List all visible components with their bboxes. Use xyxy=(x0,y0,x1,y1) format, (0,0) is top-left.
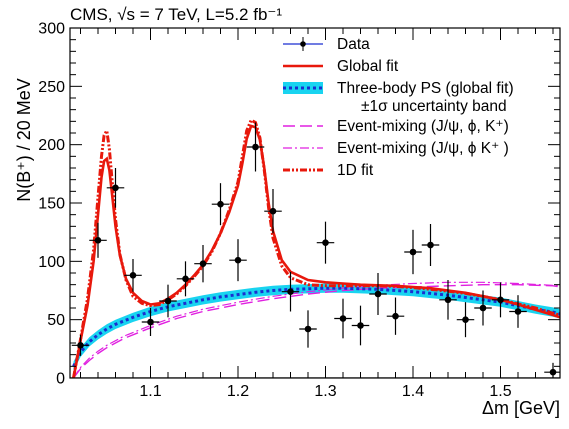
data-point xyxy=(106,168,125,208)
global-fit-curve xyxy=(72,124,560,378)
ps-uncertainty-band xyxy=(73,283,560,371)
data-point xyxy=(474,290,492,326)
data-point xyxy=(316,221,335,264)
legend: Data Global fit Three-body PS (global fit)… xyxy=(283,36,514,179)
y-tick-label: 200 xyxy=(38,137,65,154)
data-point xyxy=(71,334,90,356)
data-point xyxy=(509,295,527,328)
data-point xyxy=(124,259,142,292)
axes-layer: 0 50 100 150 200 250 300 1.1 1.2 1.3 1.4 1.5 xyxy=(38,21,561,400)
data-points-layer xyxy=(71,122,560,378)
legend-item-data: Data xyxy=(283,36,370,53)
three-body-ps-curve xyxy=(72,286,560,367)
legend-item-band: ±1σ uncertainty band xyxy=(361,98,507,115)
curves-layer xyxy=(70,118,560,378)
data-point xyxy=(264,189,282,234)
legend-item-ps: Three-body PS (global fit) xyxy=(283,80,514,97)
data-point xyxy=(369,273,387,315)
data-point xyxy=(89,222,107,258)
1d-fit-curve xyxy=(72,118,560,378)
y-tick-label: 0 xyxy=(56,371,65,388)
chart-title: CMS, √s = 7 TeV, L=5.2 fb⁻¹ xyxy=(70,5,282,24)
data-point xyxy=(229,239,247,282)
data-point xyxy=(334,298,352,339)
data-point xyxy=(211,183,230,226)
legend-label: Three-body PS (global fit) xyxy=(337,80,514,97)
data-point xyxy=(176,261,195,297)
legend-item-global: Global fit xyxy=(283,58,399,75)
legend-label: ±1σ uncertainty band xyxy=(361,98,507,115)
legend-item-fit1d: 1D fit xyxy=(283,162,374,179)
y-tick-label: 50 xyxy=(47,312,65,329)
y-tick-label: 100 xyxy=(38,254,65,271)
x-tick-label: 1.4 xyxy=(402,383,424,400)
legend-label: Event-mixing (J/ψ, ϕ K⁺ ) xyxy=(337,140,509,157)
legend-item-em2: Event-mixing (J/ψ, ϕ K⁺ ) xyxy=(283,140,509,157)
legend-label: 1D fit xyxy=(337,162,374,179)
x-axis-title: Δm [GeV] xyxy=(482,398,560,418)
data-point xyxy=(159,284,177,318)
data-point xyxy=(456,302,475,338)
data-point xyxy=(281,271,300,312)
uncertainty-band-layer xyxy=(73,283,560,371)
event-mixing-2-curve xyxy=(73,281,560,378)
y-tick-label: 150 xyxy=(38,196,65,213)
x-tick-label: 1.5 xyxy=(489,383,511,400)
data-point xyxy=(141,308,160,336)
data-point xyxy=(404,229,422,275)
x-tick-label: 1.1 xyxy=(139,383,161,400)
data-point xyxy=(386,297,405,335)
data-point xyxy=(299,310,317,348)
data-point xyxy=(421,224,440,266)
legend-label: Event-mixing (J/ψ, ϕ, K⁺) xyxy=(337,118,509,135)
data-point xyxy=(439,280,457,320)
data-point xyxy=(246,122,265,172)
event-mixing-1-curve xyxy=(72,284,560,378)
data-point xyxy=(194,245,212,283)
y-tick-label: 250 xyxy=(38,79,65,96)
y-tick-label: 300 xyxy=(38,21,65,38)
legend-label: Global fit xyxy=(337,58,399,75)
data-point xyxy=(351,305,370,346)
legend-label: Data xyxy=(337,36,370,53)
x-tick-label: 1.3 xyxy=(314,383,336,400)
legend-item-em1: Event-mixing (J/ψ, ϕ, K⁺) xyxy=(283,118,509,135)
data-point xyxy=(491,282,510,318)
y-axis-title: N(B⁺) / 20 MeV xyxy=(14,78,34,202)
x-tick-label: 1.2 xyxy=(227,383,249,400)
